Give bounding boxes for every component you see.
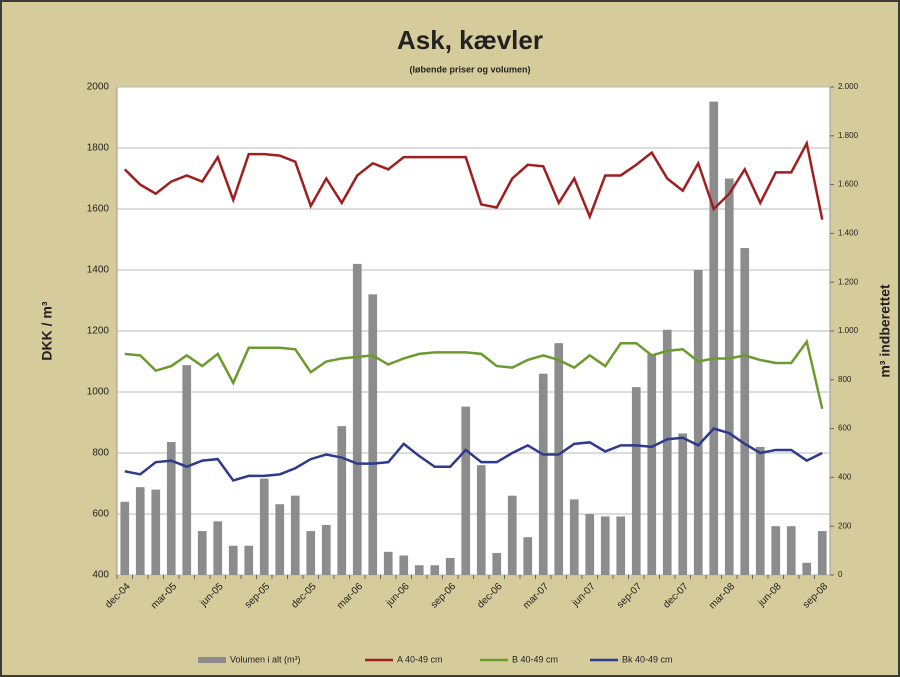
bar — [461, 406, 471, 575]
chart-subtitle: (løbende priser og volumen) — [409, 64, 530, 74]
bar — [290, 495, 300, 575]
y2-tick-label: 400 — [838, 473, 852, 482]
y-axis-label: DKK / m³ — [39, 301, 55, 360]
y-tick-label: 2000 — [87, 82, 110, 93]
bar — [616, 516, 626, 575]
bar — [507, 495, 517, 575]
line — [124, 427, 823, 482]
y2-tick-label: 1.800 — [838, 131, 859, 140]
legend-label: B 40-49 cm — [512, 654, 558, 664]
bar — [600, 516, 610, 575]
chart-title: Ask, kævler — [397, 25, 543, 55]
bar — [244, 545, 254, 575]
bar — [352, 263, 362, 575]
bar — [786, 526, 796, 575]
y2-tick-label: 1.200 — [838, 277, 859, 286]
y2-tick-label: 1.600 — [838, 180, 859, 189]
bar — [120, 501, 130, 575]
bar — [399, 555, 409, 575]
y2-tick-label: 2.000 — [838, 82, 859, 91]
y2-tick-label: 0 — [838, 570, 843, 579]
bar — [802, 562, 812, 575]
bar — [430, 565, 440, 575]
bar — [321, 524, 331, 575]
bar — [383, 551, 393, 575]
y2-axis-label: m³ indberettet — [877, 284, 893, 378]
bar — [647, 354, 657, 575]
y2-tick-label: 600 — [838, 424, 852, 433]
y2-tick-label: 200 — [838, 521, 852, 530]
bar — [693, 270, 703, 575]
bar — [569, 499, 579, 575]
bar — [631, 387, 641, 575]
y-tick-label: 1600 — [87, 204, 110, 215]
legend-label: Bk 40-49 cm — [622, 654, 673, 664]
y-tick-label: 1400 — [87, 265, 110, 276]
bar — [678, 433, 688, 575]
bar — [337, 426, 347, 575]
y-tick-label: 1200 — [87, 326, 110, 337]
bar — [306, 531, 316, 575]
bar — [476, 465, 486, 575]
legend-label: A 40-49 cm — [397, 654, 443, 664]
bar — [740, 248, 750, 576]
bar — [151, 489, 161, 575]
bar — [492, 553, 502, 575]
bar — [554, 343, 564, 575]
bar — [724, 178, 734, 575]
line — [124, 338, 824, 410]
bar — [228, 545, 238, 575]
y-tick-label: 800 — [92, 448, 109, 459]
y-tick-label: 1000 — [87, 387, 110, 398]
bar — [259, 478, 269, 575]
y-tick-label: 600 — [92, 509, 109, 520]
bar — [585, 514, 595, 575]
legend-label: Volumen i alt (m³) — [230, 654, 301, 664]
bar — [135, 487, 145, 575]
bar — [275, 504, 285, 575]
bar — [538, 373, 548, 575]
bar — [817, 531, 827, 575]
y-tick-label: 1800 — [87, 143, 110, 154]
bar — [213, 521, 223, 575]
bar — [662, 329, 672, 575]
bar — [166, 442, 176, 575]
y2-tick-label: 1.400 — [838, 229, 859, 238]
legend-swatch — [198, 657, 226, 663]
bar — [368, 294, 378, 575]
bar — [771, 526, 781, 575]
bar — [445, 557, 455, 575]
bar — [755, 446, 765, 575]
y2-tick-label: 800 — [838, 375, 852, 384]
bar — [182, 365, 192, 575]
line — [123, 139, 824, 221]
bar — [414, 565, 424, 575]
bar — [523, 537, 533, 575]
y2-tick-label: 1.000 — [838, 326, 859, 335]
y-tick-label: 400 — [92, 570, 109, 581]
bar — [197, 531, 207, 575]
bar — [709, 101, 719, 575]
